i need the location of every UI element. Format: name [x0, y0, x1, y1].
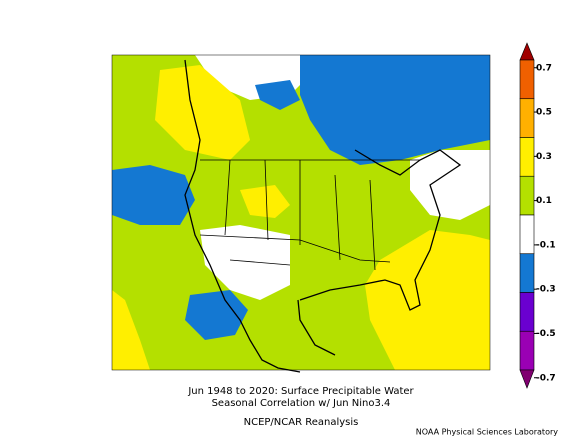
- colorbar-segment: [519, 98, 535, 138]
- state-border: [199, 159, 420, 271]
- colorbar-cap: [519, 42, 535, 61]
- map: [111, 54, 491, 373]
- colorbar-label: 0.3: [536, 152, 552, 162]
- colorbar-label: 0.7: [536, 63, 552, 73]
- colorbar-label: -0.3: [536, 285, 556, 295]
- positive-region: [240, 185, 290, 218]
- positive-region: [112, 290, 150, 370]
- caption: Seasonal Correlation w/ Jun Nino3.4: [212, 398, 391, 409]
- colorbar-segment: [519, 59, 535, 100]
- positive-region: [155, 65, 250, 160]
- colorbar-cap: [519, 369, 535, 389]
- colorbar-label: -0.5: [536, 329, 556, 339]
- source: NCEP/NCAR Reanalysis: [244, 417, 359, 428]
- colorbar-segment: [519, 253, 535, 293]
- negative-region: [112, 165, 195, 225]
- negative-region: [255, 80, 300, 110]
- neutral-region: [200, 225, 290, 300]
- map-frame: [111, 54, 491, 371]
- colorbar-segment: [519, 292, 535, 332]
- coastline: [184, 59, 462, 373]
- negative-region: [300, 55, 490, 165]
- negative-region: [185, 290, 248, 340]
- colorbar-label: -0.7: [536, 373, 556, 383]
- credit: NOAA Physical Sciences Laboratory: [416, 428, 559, 437]
- colorbar-segment: [519, 214, 535, 255]
- colorbar-segment: [519, 137, 535, 177]
- colorbar-label: -0.1: [536, 240, 556, 250]
- neutral-region: [410, 150, 490, 220]
- colorbar-label: 0.5: [536, 108, 552, 118]
- caption: Jun 1948 to 2020: Surface Precipitable W…: [187, 386, 414, 397]
- colorbar-segment: [519, 175, 535, 216]
- colorbar: 0.7 0.5 0.3 0.1 -0.1 -0.3 -0.5 -0.7: [519, 42, 556, 389]
- colorbar-segment: [519, 330, 535, 371]
- positive-region: [365, 230, 490, 370]
- colorbar-label: 0.1: [536, 196, 552, 206]
